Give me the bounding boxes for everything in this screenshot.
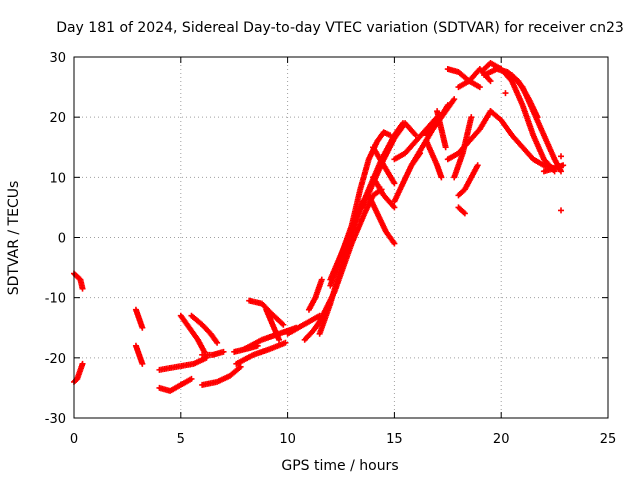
axis-ticks: 0 5 10 15 20 25 -30 -20 -10 0 10 20 30: [45, 51, 617, 447]
data-point: [276, 336, 283, 343]
series-arc-43: [540, 162, 567, 175]
data-point: [387, 132, 394, 139]
data-point: [502, 90, 509, 97]
series-arc-05: [156, 375, 195, 394]
x-tick-label: 25: [600, 432, 617, 447]
series-arc-02: [71, 360, 86, 385]
x-tick-label: 10: [279, 432, 296, 447]
data-point: [214, 339, 221, 346]
data-point: [391, 240, 398, 247]
data-point: [220, 348, 227, 355]
series-arc-33: [444, 108, 494, 163]
y-tick-label: -30: [45, 412, 66, 427]
data-point: [558, 168, 565, 175]
series-arc-35: [444, 66, 483, 91]
data-point: [442, 144, 449, 151]
data-point: [487, 78, 494, 85]
series-arc-16: [284, 312, 323, 337]
series-arc-04: [132, 342, 146, 367]
series-arc-24: [370, 174, 398, 211]
data-point: [438, 174, 445, 181]
x-tick-label: 0: [70, 432, 78, 447]
data-point: [318, 276, 325, 283]
data-point: [474, 162, 481, 169]
series-arc-46: [502, 90, 509, 97]
series-arc-01: [71, 270, 86, 292]
data-point: [139, 360, 146, 367]
x-tick-label: 20: [493, 432, 510, 447]
data-point: [391, 180, 398, 187]
data-point: [79, 360, 86, 367]
series-arc-08: [188, 312, 221, 346]
series-arc-45: [558, 207, 565, 214]
y-tick-label: -10: [45, 292, 66, 307]
series-arc-44: [558, 153, 565, 160]
series-arc-15: [263, 306, 283, 343]
series-arc-10: [199, 348, 227, 358]
y-tick-label: 30: [49, 51, 66, 66]
data-point: [468, 114, 475, 121]
data-point: [444, 102, 451, 109]
series-arc-37: [455, 162, 481, 199]
series-arc-31: [423, 138, 445, 181]
data-point: [139, 324, 146, 331]
data-point: [558, 153, 565, 160]
y-axis-label: SDTVAR / TECUs: [6, 181, 22, 296]
series-arc-27: [391, 150, 424, 205]
y-tick-label: -20: [45, 352, 66, 367]
series-arc-38: [455, 204, 468, 217]
series-arc-20: [316, 186, 385, 325]
series-arc-41: [487, 108, 558, 172]
data-point: [476, 84, 483, 91]
data-point: [461, 210, 468, 217]
series-arc-07: [177, 312, 208, 355]
series-arc-06: [156, 354, 210, 373]
data-point: [188, 375, 195, 382]
x-axis-label: GPS time / hours: [281, 458, 398, 474]
data-marks: [71, 60, 567, 394]
data-point: [280, 321, 287, 328]
data-point: [560, 162, 567, 169]
data-point: [282, 339, 289, 346]
series-arc-17: [301, 318, 323, 343]
series-arc-18: [305, 276, 325, 313]
series-arc-12: [233, 339, 289, 367]
data-point: [79, 285, 86, 292]
y-tick-label: 0: [58, 232, 66, 247]
series-arc-22: [327, 129, 394, 289]
y-tick-label: 20: [49, 111, 66, 126]
data-point: [558, 207, 565, 214]
x-tick-label: 5: [177, 432, 185, 447]
data-point: [451, 96, 458, 103]
series-arc-34: [451, 114, 475, 181]
series-arc-25: [365, 192, 398, 247]
x-tick-label: 15: [386, 432, 403, 447]
chart-title: Day 181 of 2024, Sidereal Day-to-day VTE…: [56, 20, 624, 36]
data-point: [237, 363, 244, 370]
series-arc-32: [434, 108, 449, 151]
data-point: [391, 204, 398, 211]
series-arc-03: [132, 306, 146, 331]
y-tick-label: 10: [49, 171, 66, 186]
series-arc-09: [199, 363, 244, 388]
series-arc-26: [370, 144, 398, 187]
